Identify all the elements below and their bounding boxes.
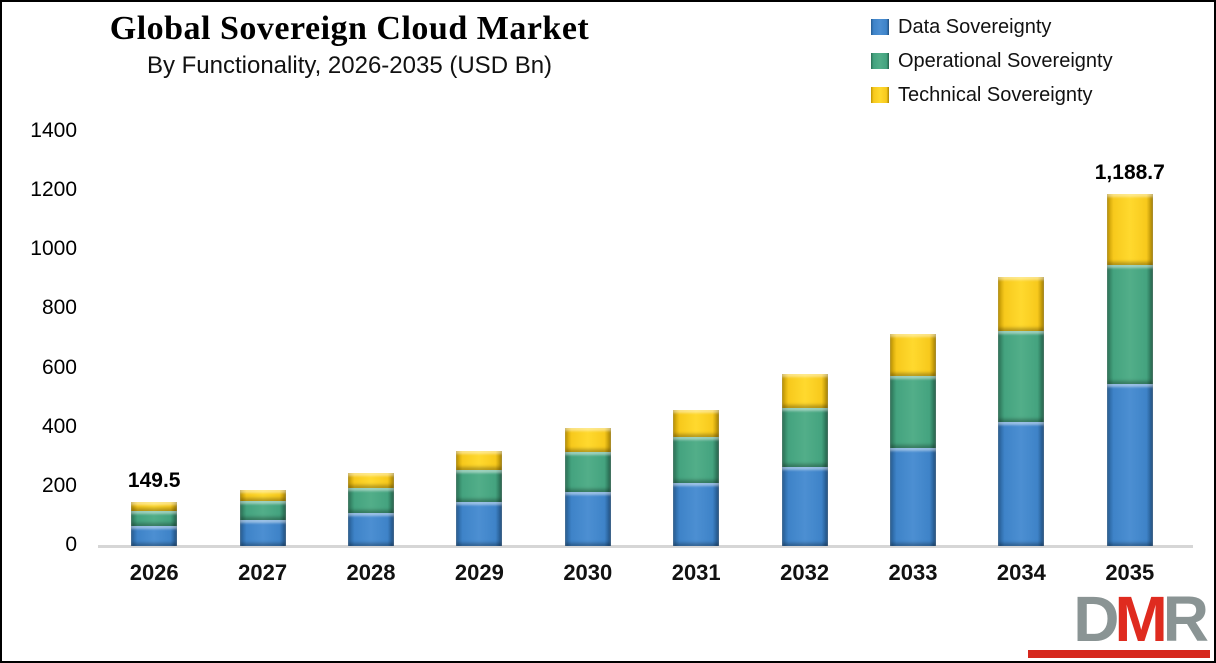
bar-segment-2028-data-sovereignty [348,512,394,546]
bar-segment-2032-data-sovereignty [781,466,828,546]
bar-segment-2035-data-sovereignty [1106,384,1153,546]
legend-swatch-icon [871,53,889,69]
y-tick-label-200: 200 [41,473,77,497]
legend-item-technical-sovereignty: Technical Sovereignty [871,78,1113,112]
y-tick-label-600: 600 [41,355,77,379]
x-category-label-2035: 2035 [1105,560,1155,585]
data-label-2035: 1,188.7 [1094,161,1165,185]
legend-label: Technical Sovereignty [898,83,1093,106]
bar-segment-2031-technical-sovereignty [673,409,720,437]
bar-segment-2031-data-sovereignty [673,483,720,546]
legend-swatch-icon [871,19,889,35]
y-tick-label-1000: 1000 [30,237,77,261]
x-category-label-2031: 2031 [671,560,721,585]
logo-letter-r: R [1162,583,1209,655]
logo-letter-m: M [1114,583,1167,655]
title-block: Global Sovereign Cloud Market By Functio… [82,10,617,80]
chart-subtitle: By Functionality, 2026-2035 (USD Bn) [146,52,553,79]
y-tick-label-0: 0 [65,533,77,556]
y-tick-label-1200: 1200 [30,178,77,202]
bar-segment-2035-technical-sovereignty [1106,194,1153,265]
x-category-label-2032: 2032 [780,560,830,585]
x-category-label-2028: 2028 [346,560,396,585]
bar-segment-2034-operational-sovereignty [998,330,1045,423]
legend-item-data-sovereignty: Data Sovereignty [871,10,1113,44]
bar-segment-2029-data-sovereignty [456,502,503,546]
bar-segment-2032-operational-sovereignty [781,408,828,467]
legend-label: Operational Sovereignty [898,49,1113,72]
dmr-logo: DMR [1073,587,1209,651]
legend-swatch-icon [871,87,889,103]
bar-segment-2030-data-sovereignty [564,491,611,546]
x-category-label-2027: 2027 [238,560,288,585]
bar-segment-2028-operational-sovereignty [348,487,394,513]
bar-segment-2026-technical-sovereignty [131,501,178,511]
bar-segment-2026-data-sovereignty [131,525,178,546]
bar-segment-2027-data-sovereignty [239,520,286,546]
x-axis-line [98,545,1193,548]
x-category-label-2034: 2034 [996,560,1046,585]
bar-segment-2026-operational-sovereignty [131,510,178,526]
y-tick-label-1400: 1400 [30,119,77,142]
bar-segment-2034-data-sovereignty [998,422,1045,546]
x-category-label-2030: 2030 [563,560,613,585]
y-tick-label-400: 400 [41,414,77,438]
y-tick-label-800: 800 [41,296,77,320]
logo-underline-bar [1028,650,1210,658]
bar-segment-2029-technical-sovereignty [456,451,503,471]
bar-segment-2027-technical-sovereignty [239,490,286,502]
legend-label: Data Sovereignty [898,15,1052,38]
bar-segment-2033-operational-sovereignty [890,376,936,449]
logo-letter-d: D [1073,583,1119,655]
bar-segment-2035-operational-sovereignty [1106,264,1153,385]
bar-segment-2033-technical-sovereignty [890,333,936,377]
bar-segment-2034-technical-sovereignty [998,277,1045,331]
data-label-2026: 149.5 [127,468,181,492]
legend: Data Sovereignty Operational Sovereignty T… [871,10,1113,112]
bar-segment-2029-operational-sovereignty [456,470,503,503]
x-category-label-2029: 2029 [454,560,504,585]
bar-segment-2033-data-sovereignty [890,448,936,546]
bar-segment-2030-operational-sovereignty [564,451,611,492]
bar-segment-2030-technical-sovereignty [564,428,611,452]
legend-item-operational-sovereignty: Operational Sovereignty [871,44,1113,78]
bar-segment-2031-operational-sovereignty [673,436,720,484]
bar-segment-2028-technical-sovereignty [348,473,394,488]
x-category-label-2033: 2033 [888,560,938,585]
x-category-label-2026: 2026 [129,560,179,585]
bar-segment-2032-technical-sovereignty [781,374,828,409]
chart-title: Global Sovereign Cloud Market [109,10,590,47]
bar-segment-2027-operational-sovereignty [239,501,286,521]
